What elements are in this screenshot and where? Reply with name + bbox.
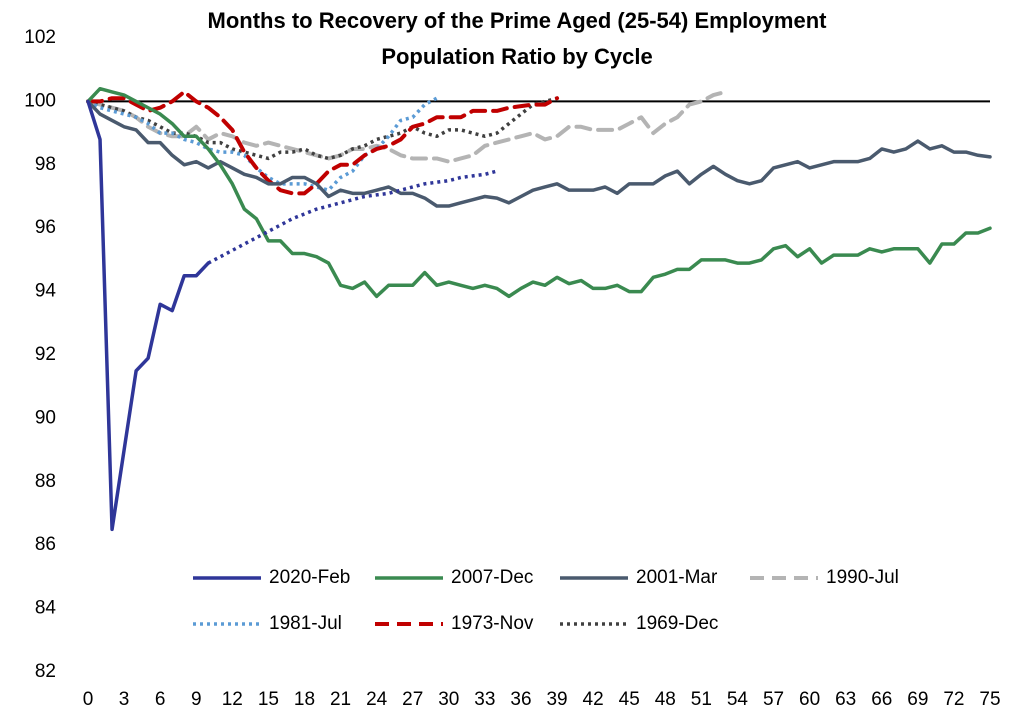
chart-title: Months to Recovery of the Prime Aged (25… (208, 8, 828, 33)
x-tick-label: 39 (546, 689, 567, 710)
y-tick-label: 102 (24, 27, 56, 48)
x-tick-label: 57 (763, 689, 784, 710)
x-tick-label: 42 (583, 689, 604, 710)
x-tick-label: 3 (119, 689, 130, 710)
legend-label: 1973-Nov (451, 613, 534, 634)
series-line (86, 99, 211, 532)
legend-label: 1990-Jul (826, 567, 899, 588)
x-tick-label: 63 (835, 689, 856, 710)
series-line (86, 86, 992, 299)
x-tick-label: 15 (258, 689, 279, 710)
x-tick-label: 51 (691, 689, 712, 710)
series-line (86, 89, 560, 196)
y-tick-label: 84 (35, 598, 57, 619)
y-tick-label: 86 (35, 534, 56, 555)
series-line (86, 89, 728, 164)
x-tick-label: 6 (155, 689, 166, 710)
y-tick-label: 92 (35, 344, 56, 365)
x-tick-label: 69 (907, 689, 928, 710)
x-tick-label: 21 (330, 689, 351, 710)
x-tick-label: 75 (979, 689, 1000, 710)
y-tick-label: 96 (35, 217, 56, 238)
x-tick-label: 0 (83, 689, 94, 710)
x-tick-label: 45 (619, 689, 640, 710)
x-tick-label: 30 (438, 689, 459, 710)
y-tick-label: 100 (24, 90, 56, 111)
legend-label: 1981-Jul (269, 613, 342, 634)
y-tick-label: 88 (35, 471, 56, 492)
x-tick-label: 72 (943, 689, 964, 710)
legend-label: 2020-Feb (269, 567, 350, 588)
x-tick-label: 27 (402, 689, 423, 710)
x-tick-label: 24 (366, 689, 388, 710)
x-tick-label: 18 (294, 689, 315, 710)
y-tick-label: 90 (35, 407, 56, 428)
x-tick-label: 48 (655, 689, 676, 710)
x-tick-label: 9 (191, 689, 202, 710)
x-tick-label: 54 (727, 689, 749, 710)
x-tick-label: 36 (510, 689, 531, 710)
x-tick-label: 33 (474, 689, 495, 710)
x-tick-label: 12 (222, 689, 243, 710)
legend-label: 2007-Dec (451, 567, 533, 588)
series-line (86, 99, 992, 208)
legend-label: 1969-Dec (636, 613, 718, 634)
y-tick-label: 82 (35, 661, 56, 682)
x-tick-label: 60 (799, 689, 820, 710)
chart-title: Population Ratio by Cycle (381, 44, 652, 69)
y-tick-label: 98 (35, 154, 56, 175)
legend-label: 2001-Mar (636, 567, 718, 588)
y-tick-label: 94 (35, 281, 57, 302)
x-tick-label: 66 (871, 689, 892, 710)
